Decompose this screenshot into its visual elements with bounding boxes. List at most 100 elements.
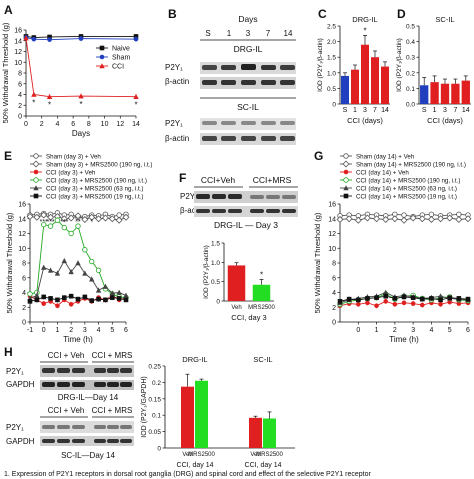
x-axis-label: CCI, day 14 (177, 462, 214, 469)
blot-b-bands-sc (202, 121, 295, 141)
y-tick-label: 12 (18, 231, 26, 238)
y-tick-label: 0.0 (406, 102, 415, 109)
legend-marker (99, 45, 105, 51)
y-tick-label: 0.3 (406, 55, 415, 62)
panel-letter-a: A (4, 3, 13, 17)
category-label: Veh (231, 305, 241, 311)
bar (430, 82, 439, 104)
category-label: 7 (453, 107, 457, 114)
x-tick-label: -1 (27, 327, 33, 334)
chart-c: 0 0.5 1.0 1.5 2.0 2.5 S 1 3 * 7 14 DRG-IL CCI (days) I… (317, 15, 390, 125)
data-point (75, 260, 81, 266)
y-tick-label: 1.0 (327, 70, 336, 77)
data-point (78, 93, 84, 99)
y-axis-label: IOD (P2Y₁/GAPDH) (141, 376, 148, 437)
data-point (116, 296, 122, 301)
data-point (383, 289, 389, 295)
y-tick-label: 0.2 (152, 380, 161, 387)
significance-mark: * (260, 270, 263, 279)
category-label: 3 (363, 107, 367, 114)
significance-mark: *** (60, 219, 68, 226)
x-tick-label: 2 (69, 327, 73, 334)
data-point (95, 267, 102, 274)
blot-h-bands-sc (42, 425, 132, 443)
data-point (427, 216, 435, 223)
data-point (54, 270, 61, 276)
y-axis-label: 50% Withdrawal Threshold (g) (313, 212, 322, 313)
y-tick-label: 1.5 (327, 55, 336, 62)
data-point (68, 269, 74, 275)
blot-f-band2-label: β-actin (180, 206, 204, 215)
data-point (41, 301, 47, 306)
x-tick-label: 14 (132, 121, 140, 128)
y-tick-label: 2.0 (327, 39, 336, 46)
data-point (61, 257, 67, 264)
data-point (82, 294, 88, 300)
y-tick-label: 2 (22, 305, 26, 312)
legend-label: CCI (day 3) + Veh (46, 170, 96, 177)
chart-a: 0 2 4 6 8 10 12 14 16 0 2 4 6 8 10 12 14 Days 50% Withdraw… (1, 22, 140, 138)
legend-label: Sham (day 3) + Veh (46, 154, 101, 161)
legend-marker (33, 153, 39, 159)
blot-f-bands (196, 194, 296, 213)
y-tick-label: 2.5 (327, 24, 336, 31)
category-label: 1 (433, 107, 437, 114)
x-tick-label: 5 (110, 327, 114, 334)
y-tick-label: 16 (18, 202, 26, 209)
legend-marker (343, 185, 349, 191)
chart-d: 0.0 0.1 0.2 0.3 0.4 0.5 S 1 3 7 14 SC-IL CCI (days) I… (396, 15, 471, 125)
data-point (34, 297, 40, 303)
group-title: SC-IL (253, 355, 272, 364)
legend-marker (32, 160, 40, 168)
significance-mark: * (79, 100, 82, 109)
data-point (363, 214, 371, 222)
data-point (446, 214, 454, 222)
data-point (47, 37, 52, 42)
data-point (95, 287, 102, 293)
data-point (345, 215, 353, 223)
y-tick-label: 4 (22, 290, 26, 297)
data-point (54, 217, 61, 223)
data-point (33, 213, 41, 221)
data-point (410, 295, 416, 300)
legend-label: CCI (day 14) + MRS2500 (19 ng, i.t.) (356, 194, 457, 201)
data-point (68, 230, 74, 237)
y-tick-label: 0 (157, 446, 161, 453)
panel-letter-d: D (397, 7, 406, 21)
panel-letter-f: F (179, 171, 186, 185)
data-point (438, 297, 443, 303)
significance-mark: * (90, 219, 93, 226)
y-tick-label: 0.1 (152, 413, 161, 420)
y-tick-label: 6 (332, 275, 336, 282)
blot-h-strip-gapdh-sc (40, 436, 134, 446)
data-point (400, 216, 408, 224)
data-point (133, 93, 139, 99)
data-point (354, 216, 362, 224)
data-point (428, 211, 435, 218)
y-tick-label: 14 (328, 216, 336, 223)
data-point (102, 283, 109, 289)
x-tick-label: 12 (116, 121, 124, 128)
x-tick-label: 0 (356, 327, 360, 334)
data-point (103, 297, 108, 303)
legend-label: CCI (day 3) + MRS2500 (19 ng, i.t.) (46, 194, 144, 201)
legend-label: Sham (day 3) + MRS2500 (190 ng, i.t.) (46, 162, 152, 169)
category-label: S (343, 107, 348, 114)
data-point (336, 216, 344, 223)
chart-f: 0 0.5 1.0 1.5 Veh MRS2500 * CCI, day 3 IOD (P2Y₁… (203, 241, 276, 323)
data-point (383, 299, 389, 304)
category-label: 1 (353, 107, 357, 114)
blot-h-group-veh-1: CCI + Veh (48, 351, 85, 360)
data-point (355, 302, 361, 307)
data-point (89, 276, 95, 282)
blot-h: CCI + Veh CCI + MRS P2Y₁ GAPDH DRG-IL—Da… (6, 351, 134, 460)
bar (451, 83, 460, 104)
x-tick-label: 3 (83, 327, 87, 334)
significance-mark: * (32, 99, 35, 108)
legend-marker (342, 160, 350, 168)
data-point (410, 301, 416, 306)
category-label: 3 (443, 107, 447, 114)
data-point (31, 91, 37, 97)
x-tick-label: 0 (24, 121, 28, 128)
